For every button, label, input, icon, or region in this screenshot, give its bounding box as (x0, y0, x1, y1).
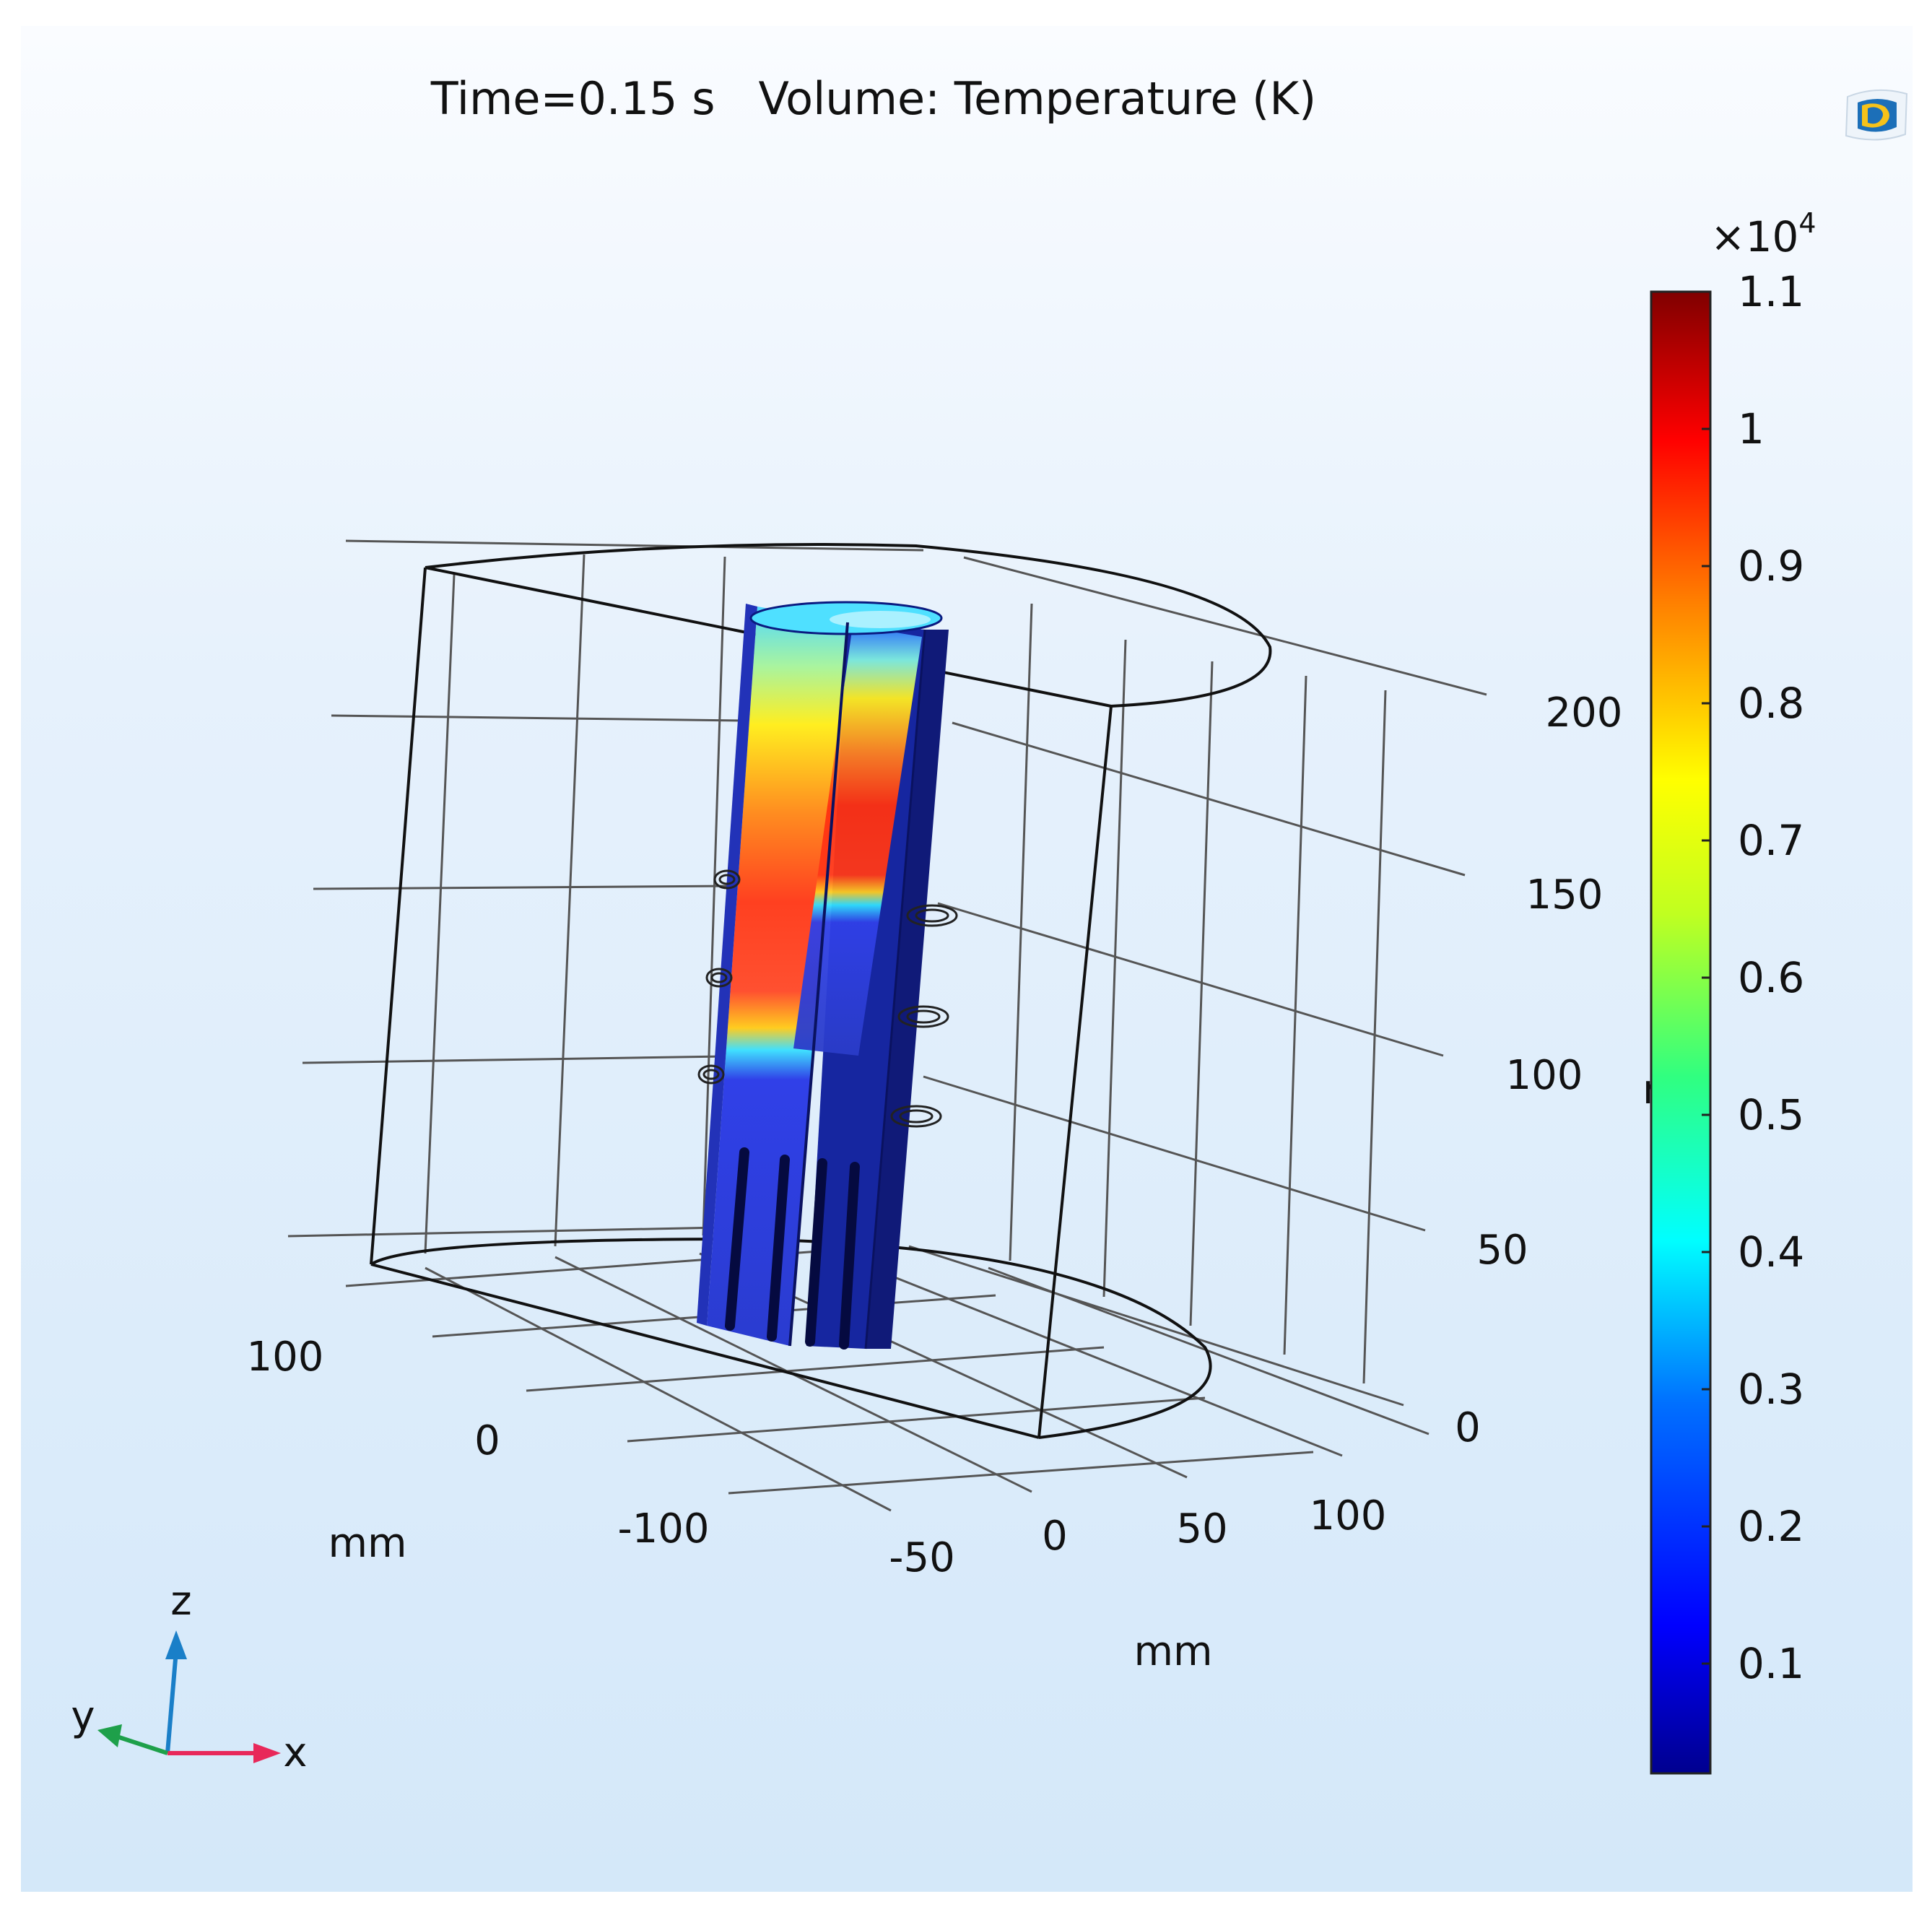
plot-canvas[interactable]: Time=0.15 s Volume: Temperature (K) (21, 26, 1913, 1892)
axis-tick-labels: 200 150 100 50 0 m 100 0 mm -100 -50 0 5… (247, 690, 1682, 1675)
x-axis-unit: mm (1133, 1628, 1212, 1675)
z-axis-label: z (170, 1578, 191, 1625)
plot-title: Time=0.15 s Volume: Temperature (K) (430, 72, 1316, 125)
x-tick-label: 50 (1176, 1505, 1227, 1552)
axis-triad: z y x (71, 1578, 307, 1776)
z-tick-label: 0 (1455, 1404, 1481, 1451)
y-axis-unit: mm (328, 1520, 406, 1567)
x-tick-label: -50 (889, 1534, 954, 1581)
colorbar-tick-label: 0.1 (1738, 1639, 1804, 1688)
colorbar-tick-label: 0.3 (1738, 1365, 1804, 1414)
z-tick-label: 200 (1546, 690, 1623, 736)
colorbar-tick-label: 0.2 (1738, 1502, 1804, 1551)
colorbar-tick-label: 0.6 (1738, 953, 1804, 1002)
x-tick-label: 100 (1310, 1492, 1387, 1539)
x-tick-label: 0 (1042, 1513, 1068, 1560)
y-tick-label: 100 (247, 1334, 324, 1381)
colorbar-tick-label: 1 (1738, 404, 1765, 453)
coil-loops (697, 869, 958, 1128)
colorbar-tick-label: 0.7 (1738, 816, 1804, 865)
colorbar-gradient (1650, 290, 1712, 1775)
colorbar-tick-label: 0.5 (1738, 1090, 1804, 1139)
colorbar-multiplier: ×104 (1710, 207, 1816, 261)
colorbar-tick-label: 1.1 (1738, 267, 1804, 316)
x-axis-label: x (283, 1729, 307, 1776)
z-tick-label: 100 (1506, 1052, 1583, 1099)
y-tick-label: 0 (474, 1417, 500, 1464)
heated-rod (697, 601, 949, 1350)
y-axis-label: y (71, 1693, 95, 1740)
colorbar-tick-label: 0.4 (1738, 1227, 1804, 1277)
color-legend: ×104 1.1 1 0.9 0.8 0.7 0.6 0.5 0.4 0.3 0.2 0.1 (1650, 207, 1816, 1775)
colorbar-tick-label: 0.9 (1738, 542, 1804, 591)
z-tick-label: 150 (1526, 872, 1604, 918)
x-tick-label: -100 (617, 1505, 709, 1552)
colorbar-tick-label: 0.8 (1738, 679, 1804, 728)
plot-window[interactable]: Time=0.15 s Volume: Temperature (K) (21, 26, 1913, 1892)
comsol-logo-icon[interactable] (1840, 84, 1913, 146)
z-tick-label: 50 (1476, 1227, 1528, 1274)
